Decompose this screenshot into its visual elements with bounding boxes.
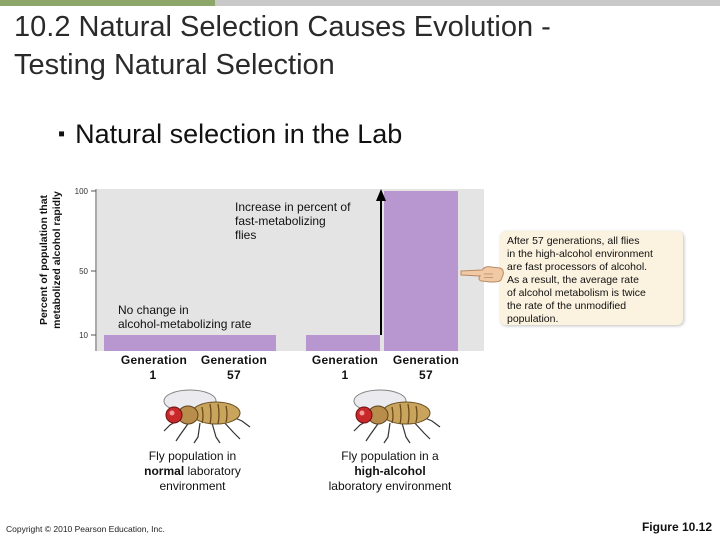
increase-arrow-head — [376, 189, 386, 201]
gen-label-bottom: 57 — [227, 368, 241, 382]
caption-line: environment — [159, 479, 226, 493]
caption-line: laboratory — [184, 464, 241, 478]
bar-chart: 10 50 100 Percent of population that metabol… — [38, 187, 484, 351]
slide-title-line1: 10.2 Natural Selection Causes Evolution … — [14, 11, 551, 43]
gen-label-bottom: 57 — [419, 368, 433, 382]
gen-label-top: Generation — [120, 353, 188, 367]
result-note-line: of alcohol metabolism is twice — [507, 287, 646, 299]
gen-label-top: Generation — [311, 353, 379, 367]
figure-label: Figure 10.12 — [641, 520, 712, 534]
caption-line: laboratory environment — [328, 479, 452, 493]
copyright-notice: Copyright © 2010 Pearson Education, Inc. — [6, 524, 165, 534]
gen-label-top: Generation — [392, 353, 460, 367]
accent-bar-grey — [215, 0, 720, 6]
y-tick-label: 100 — [75, 187, 89, 196]
result-note-line: population. — [507, 313, 559, 325]
y-axis-label-line1: Percent of population that — [38, 194, 50, 325]
pointing-hand-icon — [460, 266, 504, 283]
caption-bold: normal — [144, 464, 185, 478]
bullet-item: ▪ Natural selection in the Lab — [58, 119, 402, 150]
y-tick-label: 50 — [79, 267, 88, 276]
increase-annotation-line1: Increase in percent of — [235, 200, 351, 214]
slide-title-line2: Testing Natural Selection — [14, 49, 335, 81]
bullet-text: Natural selection in the Lab — [75, 119, 403, 149]
accent-bar-green — [0, 0, 215, 6]
increase-annotation: Increase in percent of fast-metabolizing… — [235, 200, 350, 242]
gen-label-bottom: 1 — [341, 368, 349, 382]
gen-label-high-57: Generation 57 — [386, 353, 466, 383]
slide-title: 10.2 Natural Selection Causes Evolution … — [14, 8, 714, 84]
result-note-line: After 57 generations, all flies — [507, 235, 640, 247]
caption-bold: high-alcohol — [354, 464, 426, 478]
no-change-annotation: No change in alcohol-metabolizing rate — [118, 303, 251, 331]
increase-annotation-line2: fast-metabolizing — [235, 214, 326, 228]
increase-annotation-line3: flies — [235, 228, 257, 242]
gen-label-high-1: Generation 1 — [305, 353, 385, 383]
result-note-line: are fast processors of alcohol. — [507, 261, 648, 273]
bar-normal-gen-1 — [104, 335, 190, 351]
result-note-line: As a result, the average rate — [507, 274, 639, 286]
caption-high-alcohol-population: Fly population in a high-alcohol laborat… — [310, 449, 470, 494]
fruit-fly-icon — [163, 389, 251, 444]
fruit-fly-icon — [353, 389, 441, 444]
result-note: After 57 generations, all flies in the h… — [500, 231, 683, 325]
gen-label-normal-1: Generation 1 — [114, 353, 194, 383]
result-note-line: in the high-alcohol environment — [507, 248, 653, 260]
no-change-annotation-line1: No change in — [118, 303, 189, 317]
bar-normal-gen-57 — [190, 335, 276, 351]
caption-normal-population: Fly population in normal laboratory envi… — [120, 449, 265, 494]
no-change-annotation-line2: alcohol-metabolizing rate — [118, 317, 252, 331]
caption-line: Fly population in — [148, 449, 237, 463]
gen-label-normal-57: Generation 57 — [194, 353, 274, 383]
result-note-line: the rate of the unmodified — [507, 300, 627, 312]
y-axis-label-line2: metabolized alcohol rapidly — [51, 191, 63, 329]
gen-label-top: Generation — [200, 353, 268, 367]
plot-area-normal — [97, 189, 304, 351]
y-tick-label: 10 — [79, 331, 88, 340]
bar-high-alcohol-gen-1 — [306, 335, 380, 351]
bar-high-alcohol-gen-57 — [384, 191, 458, 351]
caption-line: Fly population in a — [341, 449, 439, 463]
square-bullet-icon: ▪ — [58, 123, 66, 145]
gen-label-bottom: 1 — [149, 368, 157, 382]
